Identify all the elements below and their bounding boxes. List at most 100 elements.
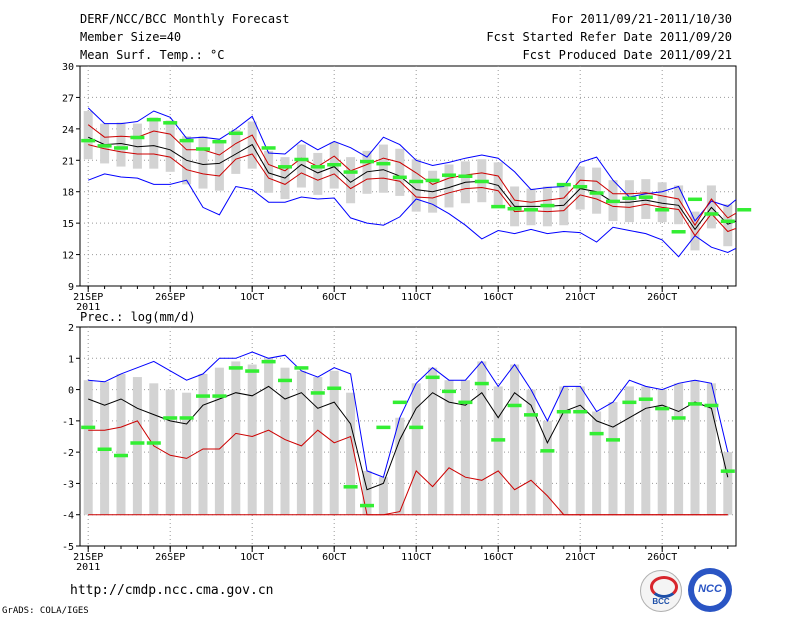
y-tick-label: -3 <box>62 479 74 490</box>
observed-marker <box>442 173 456 177</box>
observed-marker <box>688 402 702 406</box>
plot-frame <box>79 326 737 547</box>
observed-marker <box>360 503 374 508</box>
y-tick-label: -5 <box>62 542 74 553</box>
observed-marker <box>376 161 391 166</box>
forecast-produced-date: Fcst Produced Date 2011/09/21 <box>522 48 732 62</box>
spread-box <box>378 477 388 515</box>
ncc-logo-text: NCC <box>698 583 722 595</box>
spread-box <box>116 373 126 515</box>
observed-marker <box>146 117 161 122</box>
spread-box <box>542 420 552 515</box>
y-tick-label: 2 <box>68 323 74 334</box>
x-year-label: 2011 <box>76 562 100 573</box>
observed-marker <box>409 425 424 430</box>
spread-box <box>132 123 142 169</box>
observed-marker <box>442 389 456 394</box>
observed-marker <box>524 208 538 212</box>
observed-marker <box>114 453 128 458</box>
spread-box <box>362 470 372 515</box>
observed-marker <box>310 165 325 169</box>
x-tick-label: 21OCT <box>565 552 595 563</box>
x-tick-label: 26SEP <box>155 292 185 303</box>
spread-box <box>280 367 290 515</box>
member-size-label: Member Size=40 <box>80 30 182 44</box>
observed-marker <box>737 208 752 212</box>
spread-box <box>346 392 356 515</box>
variable-label: Mean Surf. Temp.: °C <box>80 48 225 62</box>
observed-marker <box>622 196 637 200</box>
spread-box <box>624 180 634 223</box>
spread-box <box>214 367 224 515</box>
observed-marker <box>97 447 112 452</box>
spread-box <box>723 204 733 247</box>
spread-box <box>411 383 421 515</box>
observed-marker <box>589 431 604 436</box>
x-tick-label: 26OCT <box>647 552 677 563</box>
observed-marker <box>655 208 670 212</box>
observed-marker <box>392 175 407 180</box>
y-tick-label: 21 <box>62 156 74 167</box>
observed-marker <box>606 438 620 442</box>
spread-box <box>198 136 208 189</box>
observed-marker <box>343 170 358 174</box>
observed-marker <box>540 449 555 453</box>
spread-box <box>526 188 536 226</box>
observed-marker <box>163 416 178 420</box>
spread-box <box>592 167 602 214</box>
spread-box <box>510 364 520 515</box>
observed-marker <box>97 144 112 148</box>
observed-marker <box>474 179 489 184</box>
observed-marker <box>671 230 686 234</box>
series-line-min <box>88 173 736 258</box>
ncc-logo: NCC <box>688 568 732 612</box>
spread-box <box>428 367 438 515</box>
forecast-start-date: Fcst Started Refer Date 2011/09/20 <box>486 30 732 44</box>
grads-credit: GrADS: COLA/IGES <box>2 606 89 616</box>
observed-marker <box>720 469 735 473</box>
x-year-label: 2011 <box>76 302 100 313</box>
spread-box <box>444 380 454 515</box>
website-link[interactable]: http://cmdp.ncc.cma.gov.cn <box>70 583 274 598</box>
observed-marker <box>474 381 489 386</box>
x-tick-label: 21SEP <box>73 552 103 563</box>
forecast-period: For 2011/09/21-2011/10/30 <box>551 12 732 26</box>
x-tick-label: 16OCT <box>483 292 513 303</box>
observed-marker <box>294 157 309 162</box>
observed-marker <box>507 403 522 408</box>
series-line-mean <box>87 136 736 231</box>
spread-box <box>493 162 503 206</box>
series-line-mean <box>88 385 729 491</box>
spread-box <box>657 389 667 515</box>
observed-marker <box>81 425 96 430</box>
observed-marker <box>622 400 637 405</box>
observed-marker <box>425 375 440 380</box>
spread-box <box>182 392 192 515</box>
observed-marker <box>507 206 522 211</box>
series-line-lower <box>88 144 736 237</box>
spread-box <box>132 377 142 515</box>
y-tick-label: 9 <box>68 282 74 293</box>
spread-box <box>83 380 93 515</box>
spread-box <box>165 120 175 172</box>
spread-box <box>83 111 93 160</box>
observed-marker <box>261 359 276 364</box>
chart-title: DERF/NCC/BCC Monthly Forecast <box>80 12 290 26</box>
spread-box <box>264 150 274 193</box>
spread-box <box>116 122 126 167</box>
spread-box <box>231 361 241 515</box>
observed-marker <box>425 178 440 183</box>
ncc-logo-inner <box>694 574 726 606</box>
observed-marker <box>278 378 292 383</box>
observed-marker <box>179 138 194 143</box>
spread-box <box>411 159 421 212</box>
y-tick-label: 27 <box>62 93 74 104</box>
x-tick-label: 11OCT <box>401 292 431 303</box>
observed-marker <box>556 182 571 187</box>
spread-box <box>608 402 618 515</box>
observed-marker <box>720 219 735 224</box>
observed-marker <box>638 397 653 401</box>
observed-marker <box>130 441 145 445</box>
bcc-logo-text: BCC <box>652 597 670 606</box>
